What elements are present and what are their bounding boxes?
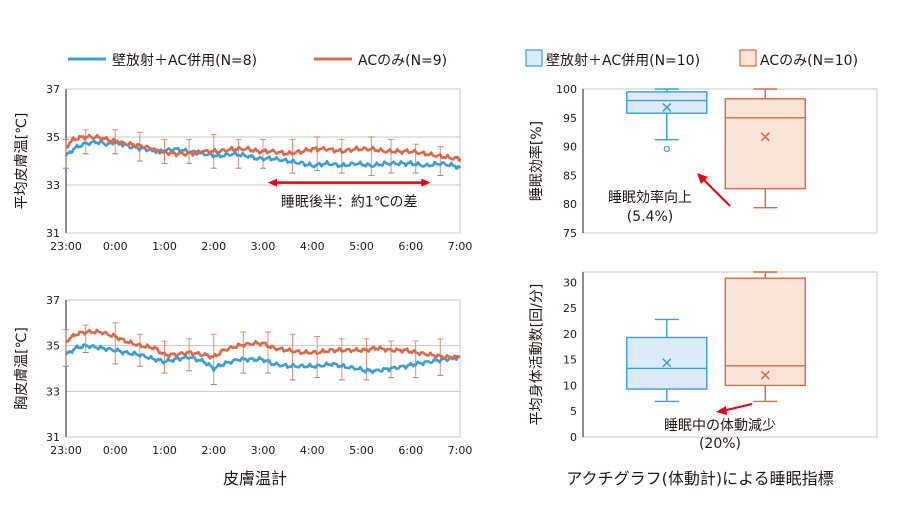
y-tick-label: 10 [563,379,577,392]
x-tick-label: 5:00 [349,240,374,253]
y-tick-label: 37 [46,83,60,96]
x-tick-label: 4:00 [300,240,325,253]
box-ac-only [724,98,806,190]
series-line-ac-only [65,133,462,162]
arrow-head-right [421,178,431,187]
left-caption: 皮膚温計 [223,469,287,488]
x-tick-label: 2:00 [201,444,226,457]
legend-label-box-ac-only: ACのみ(N=10) [760,53,858,69]
y-tick-label: 100 [556,83,577,96]
x-tick-label: 1:00 [152,240,177,253]
box-ac-only-mean-marker [760,370,770,380]
arrow-head-left [267,178,277,187]
x-tick-label: 6:00 [398,444,423,457]
efficiency-annotation-line2: (5.4%) [627,209,674,225]
x-tick-label: 3:00 [251,444,276,457]
y-tick-label: 90 [563,141,577,154]
x-tick-label: 0:00 [103,240,128,253]
series-line-ac-only [65,328,461,361]
x-tick-label: 23:00 [50,240,82,253]
body-movement-chart: 0 5 10 15 20 25 30 平均身体活動数[回/分] 睡眠中の体動減少 (20%) [529,271,878,452]
x-tick-label: 1:00 [152,444,177,457]
avg-skin-temp-chart: 31 33 35 37 23:00 0:00 1:00 2:00 3:00 4:00 5:00 6:0… [14,83,472,253]
movement-annotation-line2: (20%) [699,436,741,452]
box-ac-only [724,277,806,387]
y-tick-label: 30 [563,276,577,289]
box-ac-only-mean-marker [760,132,770,142]
y-tick-label: 35 [46,131,60,144]
y-axis-label: 胸皮膚温[℃] [14,327,30,410]
movement-annotation-line1: 睡眠中の体動減少 [664,417,776,434]
y-tick-label: 35 [46,340,60,353]
y-tick-label: 85 [563,169,577,182]
y-tick-label: 33 [46,385,60,398]
y-axis-label: 睡眠効率[%] [528,121,545,201]
y-tick-label: 0 [570,431,577,444]
y-tick-label: 25 [563,302,577,315]
x-tick-label: 7:00 [448,240,473,253]
x-tick-label: 0:00 [103,444,128,457]
y-tick-label: 31 [46,431,60,444]
y-tick-label: 33 [46,179,60,192]
legend-right: 壁放射＋AC併用(N=10) ACのみ(N=10) [525,49,858,69]
y-tick-label: 15 [563,354,577,367]
efficiency-arrow-head [697,173,708,184]
chest-skin-temp-chart: 31 33 35 37 23:00 0:00 1:00 2:00 3:00 4:00 5:00 6:0… [14,294,472,457]
difference-annotation: 睡眠後半：約1℃の差 [281,195,418,211]
legend-label-ac-only: ACのみ(N=9) [358,53,447,69]
box-wall-ac-mean-marker [662,358,672,368]
series-line-wall-ac [64,343,461,375]
x-tick-label: 7:00 [448,444,473,457]
y-tick-label: 5 [570,405,577,418]
movement-arrow-head [716,406,727,415]
legend-label-wall-ac: 壁放射＋AC併用(N=8) [112,53,257,69]
efficiency-annotation-line1: 睡眠効率向上 [608,189,692,206]
movement-arrow [721,403,753,412]
x-tick-label: 4:00 [300,444,325,457]
y-tick-label: 95 [563,112,577,125]
x-tick-label: 5:00 [349,444,374,457]
right-caption: アクチグラフ(体動計)による睡眠指標 [566,469,833,488]
x-tick-label: 6:00 [398,240,423,253]
y-axis-label: 平均皮膚温[℃] [14,113,30,210]
y-tick-label: 37 [46,294,60,307]
legend-box-wall-ac [525,49,543,67]
box-wall-ac [626,91,708,114]
y-axis-label: 平均身体活動数[回/分] [529,284,545,426]
box-wall-ac-outlier [663,145,670,153]
box-wall-ac-mean-marker [662,102,672,112]
x-tick-label: 2:00 [201,240,226,253]
x-tick-label: 3:00 [251,240,276,253]
efficiency-arrow [701,177,731,207]
legend-label-box-wall-ac: 壁放射＋AC併用(N=10) [546,53,700,69]
x-tick-label: 23:00 [50,444,82,457]
y-tick-label: 31 [46,227,60,240]
y-tick-label: 75 [563,227,577,240]
sleep-efficiency-chart: 75 80 85 90 95 100 睡眠効率[%] 睡眠効率向上 (5.4%) [528,83,878,240]
y-tick-label: 20 [563,328,577,341]
y-tick-label: 80 [563,198,577,211]
legend-left: 壁放射＋AC併用(N=8) ACのみ(N=9) [68,53,447,69]
legend-box-ac-only [739,49,757,67]
